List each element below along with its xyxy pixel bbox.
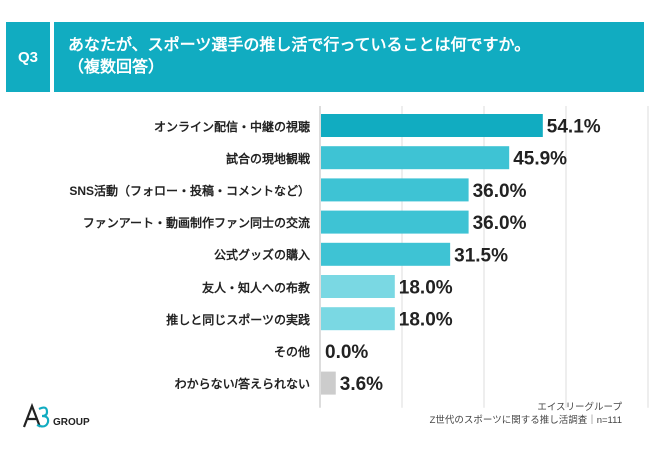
company-logo: GROUP [22, 402, 90, 429]
bar [321, 146, 510, 170]
question-number-badge: Q3 [6, 22, 50, 92]
value-label: 45.9% [513, 149, 567, 170]
value-label: 18.0% [399, 310, 453, 331]
value-label: 31.5% [454, 245, 508, 266]
footer-company: エイスリーグループ [537, 402, 622, 413]
category-label: その他 [273, 344, 310, 359]
value-label: 54.1% [547, 117, 601, 138]
a3-logo-icon [22, 402, 52, 429]
bar [321, 178, 469, 202]
bar [321, 242, 451, 266]
source-footer: エイスリーグループ Z世代のスポーツに関する推し活調査｜n=111 [430, 401, 622, 427]
category-label: オンライン配信・中継の視聴 [153, 119, 310, 134]
category-label: ファンアート・動画制作ファン同士の交流 [82, 216, 310, 231]
category-label: 試合の現地観戦 [225, 151, 310, 166]
bar [321, 307, 395, 331]
value-label: 18.0% [399, 278, 453, 299]
category-label: 友人・知人への布教 [201, 280, 310, 295]
bar [321, 210, 469, 234]
value-label: 3.6% [340, 374, 383, 395]
category-label: 公式グッズの購入 [213, 248, 310, 263]
question-header: Q3 あなたが、スポーツ選手の推し活で行っていることは何ですか。 （複数回答） [6, 22, 644, 92]
footer-survey: Z世代のスポーツに関する推し活調査｜n=111 [429, 415, 622, 426]
category-label: 推しと同じスポーツの実践 [166, 312, 310, 327]
category-label: SNS活動（フォロー・投稿・コメントなど） [69, 183, 310, 198]
value-label: 36.0% [473, 181, 527, 202]
bar [321, 371, 336, 395]
bar [321, 275, 395, 298]
question-title: あなたが、スポーツ選手の推し活で行っていることは何ですか。 （複数回答） [54, 22, 644, 92]
value-label: 36.0% [473, 213, 527, 234]
logo-text: GROUP [53, 417, 90, 428]
bar [321, 114, 543, 137]
category-label: わからない/答えられない [174, 377, 310, 392]
value-label: 0.0% [325, 342, 368, 363]
